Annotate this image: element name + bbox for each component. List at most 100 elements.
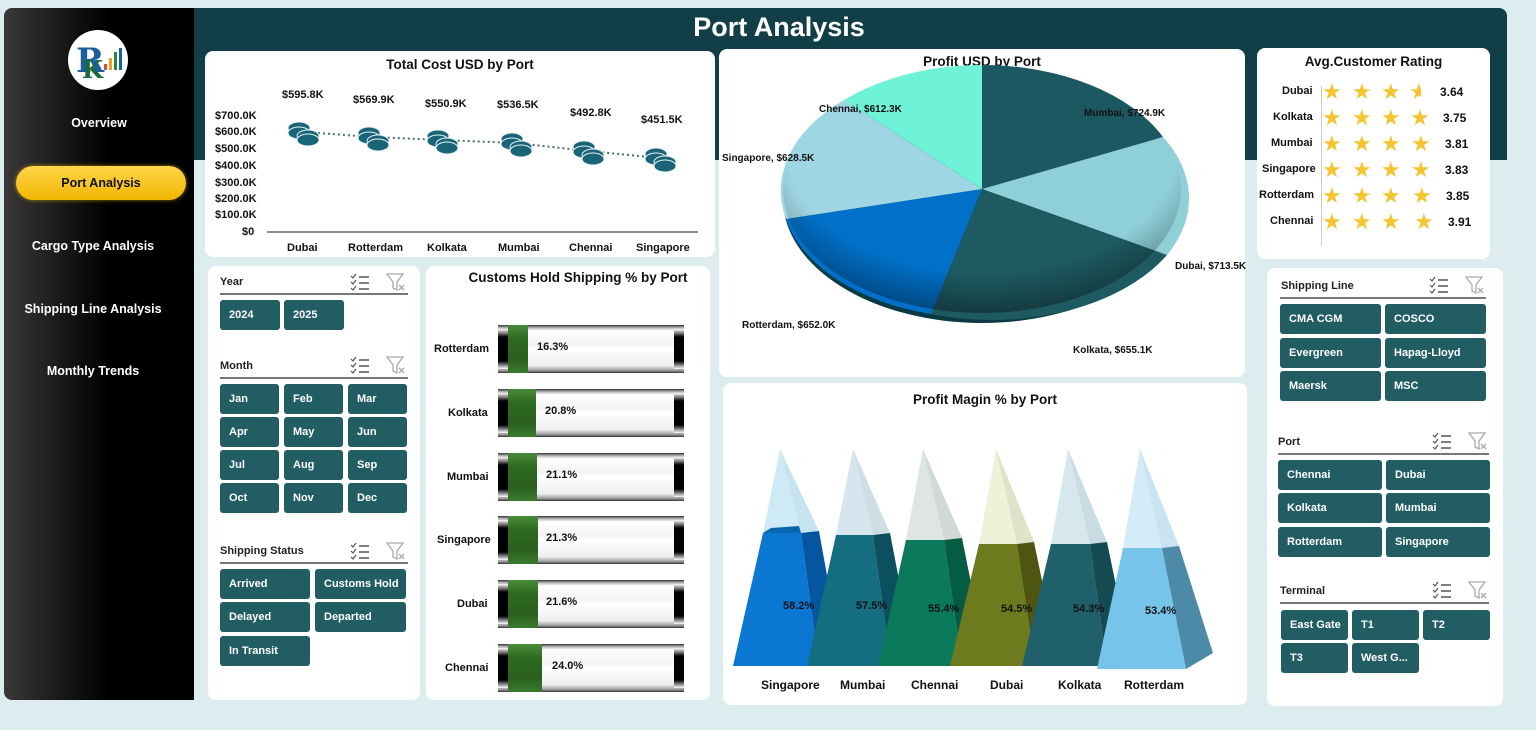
- port-option-singapore[interactable]: Singapore: [1386, 527, 1490, 557]
- x-tick: Singapore: [636, 242, 690, 254]
- nav-shipping-line-analysis[interactable]: Shipping Line Analysis: [24, 302, 162, 316]
- clear-filter-icon[interactable]: [1468, 581, 1488, 599]
- shipping-line-option-evergreen[interactable]: Evergreen: [1280, 338, 1381, 368]
- month-option-may[interactable]: May: [284, 417, 343, 447]
- year-option-2024[interactable]: 2024: [220, 300, 280, 330]
- status-option-in-transit[interactable]: In Transit: [220, 636, 310, 666]
- rating-value: 3.81: [1445, 137, 1469, 151]
- nav-overview[interactable]: Overview: [71, 116, 127, 130]
- star-icon: ★: [1322, 105, 1342, 130]
- port-option-chennai[interactable]: Chennai: [1278, 460, 1382, 490]
- terminal-option-t2[interactable]: T2: [1423, 610, 1490, 640]
- terminal-option-t3[interactable]: T3: [1281, 643, 1348, 673]
- divider: [1280, 297, 1486, 299]
- divider: [220, 293, 408, 295]
- y-tick: Chennai: [1270, 215, 1314, 227]
- chart-title: Avg.Customer Rating: [1304, 54, 1443, 69]
- pie-label-chennai: Chennai, $612.3K: [819, 104, 902, 115]
- status-option-arrived[interactable]: Arrived: [220, 569, 310, 599]
- port-option-rotterdam[interactable]: Rotterdam: [1278, 527, 1382, 557]
- y-tick: Dubai: [457, 598, 488, 610]
- data-label: 54.3%: [1073, 603, 1105, 615]
- multi-select-icon[interactable]: [350, 542, 370, 560]
- rating-value: 3.83: [1445, 163, 1469, 177]
- port-option-kolkata[interactable]: Kolkata: [1278, 493, 1382, 523]
- data-label: 57.5%: [856, 600, 888, 612]
- customs-bar-kolkata: 20.8%: [498, 389, 684, 437]
- y-tick: $500.0K: [215, 143, 257, 155]
- star-icon: ★: [1381, 157, 1401, 182]
- clear-filter-icon[interactable]: [386, 542, 406, 560]
- customs-bar-chennai: 24.0%: [498, 644, 684, 692]
- y-tick: Mumbai: [1271, 137, 1313, 149]
- terminal-option-t1[interactable]: T1: [1352, 610, 1419, 640]
- star-icon: ★: [1352, 105, 1372, 130]
- star-icon: ★: [1409, 81, 1421, 103]
- month-option-aug[interactable]: Aug: [284, 450, 343, 480]
- shipping-line-option-cma-cgm[interactable]: CMA CGM: [1280, 304, 1381, 334]
- port-option-mumbai[interactable]: Mumbai: [1386, 493, 1490, 523]
- month-option-dec[interactable]: Dec: [348, 483, 407, 513]
- data-label: $492.8K: [570, 107, 612, 119]
- page-title: Port Analysis: [693, 12, 865, 42]
- clear-filter-icon[interactable]: [386, 273, 406, 291]
- port-option-dubai[interactable]: Dubai: [1386, 460, 1490, 490]
- multi-select-icon[interactable]: [350, 356, 370, 374]
- clear-filter-icon[interactable]: [386, 356, 406, 374]
- shipping-line-option-maersk[interactable]: Maersk: [1280, 371, 1381, 401]
- pie-plot: [780, 64, 1190, 323]
- x-tick: Mumbai: [498, 242, 540, 254]
- rating-value: 3.85: [1446, 189, 1470, 203]
- shipping-status-slicer-title: Shipping Status: [220, 545, 304, 557]
- month-option-jan[interactable]: Jan: [220, 384, 279, 414]
- nav-monthly-trends[interactable]: Monthly Trends: [46, 364, 140, 378]
- divider: [1280, 602, 1489, 604]
- y-tick: Rotterdam: [434, 343, 490, 355]
- clear-filter-icon[interactable]: [1465, 276, 1485, 294]
- month-slicer-title: Month: [220, 360, 253, 372]
- x-tick: Rotterdam: [1124, 678, 1185, 692]
- month-option-nov[interactable]: Nov: [284, 483, 343, 513]
- star-icon: ★: [1410, 105, 1430, 130]
- shipping-line-option-hapag-lloyd[interactable]: Hapag-Lloyd: [1385, 338, 1486, 368]
- month-option-jul[interactable]: Jul: [220, 450, 279, 480]
- star-icon: ★: [1411, 157, 1431, 182]
- multi-select-icon[interactable]: [1432, 581, 1452, 599]
- y-tick: $700.0K: [215, 110, 257, 122]
- company-logo: R K: [68, 30, 128, 90]
- shipping-line-option-msc[interactable]: MSC: [1385, 371, 1486, 401]
- clear-filter-icon[interactable]: [1468, 432, 1488, 450]
- y-tick: Singapore: [1262, 163, 1316, 175]
- total-cost-chart: Total Cost USD by Port: [205, 51, 715, 257]
- multi-select-icon[interactable]: [1432, 432, 1452, 450]
- nav-cargo-type-analysis[interactable]: Cargo Type Analysis: [31, 239, 155, 253]
- multi-select-icon[interactable]: [1429, 276, 1449, 294]
- month-option-feb[interactable]: Feb: [284, 384, 343, 414]
- customs-bar-dubai: 21.6%: [498, 580, 684, 628]
- month-option-oct[interactable]: Oct: [220, 483, 279, 513]
- y-tick: $0: [242, 226, 255, 238]
- month-option-apr[interactable]: Apr: [220, 417, 279, 447]
- data-label: 54.5%: [1001, 603, 1033, 615]
- nav-port-analysis[interactable]: Port Analysis: [16, 166, 186, 200]
- month-option-mar[interactable]: Mar: [348, 384, 407, 414]
- terminal-option-west-gate[interactable]: West G...: [1352, 643, 1419, 673]
- status-option-customs-hold[interactable]: Customs Hold: [315, 569, 406, 599]
- y-tick: Kolkata: [1273, 111, 1313, 123]
- x-tick: Chennai: [911, 678, 959, 692]
- status-option-delayed[interactable]: Delayed: [220, 602, 310, 632]
- shipping-line-option-cosco[interactable]: COSCO: [1385, 304, 1486, 334]
- avg-rating-chart: Avg.Customer Rating: [1257, 48, 1490, 259]
- status-option-departed[interactable]: Departed: [315, 602, 406, 632]
- star-icon: ★: [1322, 157, 1342, 182]
- divider: [1278, 453, 1489, 455]
- star-icon: ★: [1352, 131, 1372, 156]
- month-option-jun[interactable]: Jun: [348, 417, 407, 447]
- year-option-2025[interactable]: 2025: [284, 300, 344, 330]
- rating-value: 3.91: [1448, 215, 1472, 229]
- star-icon: ★: [1411, 131, 1431, 156]
- pie-label-kolkata: Kolkata, $655.1K: [1073, 345, 1153, 356]
- month-option-sep[interactable]: Sep: [348, 450, 407, 480]
- multi-select-icon[interactable]: [350, 273, 370, 291]
- terminal-option-east-gate[interactable]: East Gate: [1281, 610, 1348, 640]
